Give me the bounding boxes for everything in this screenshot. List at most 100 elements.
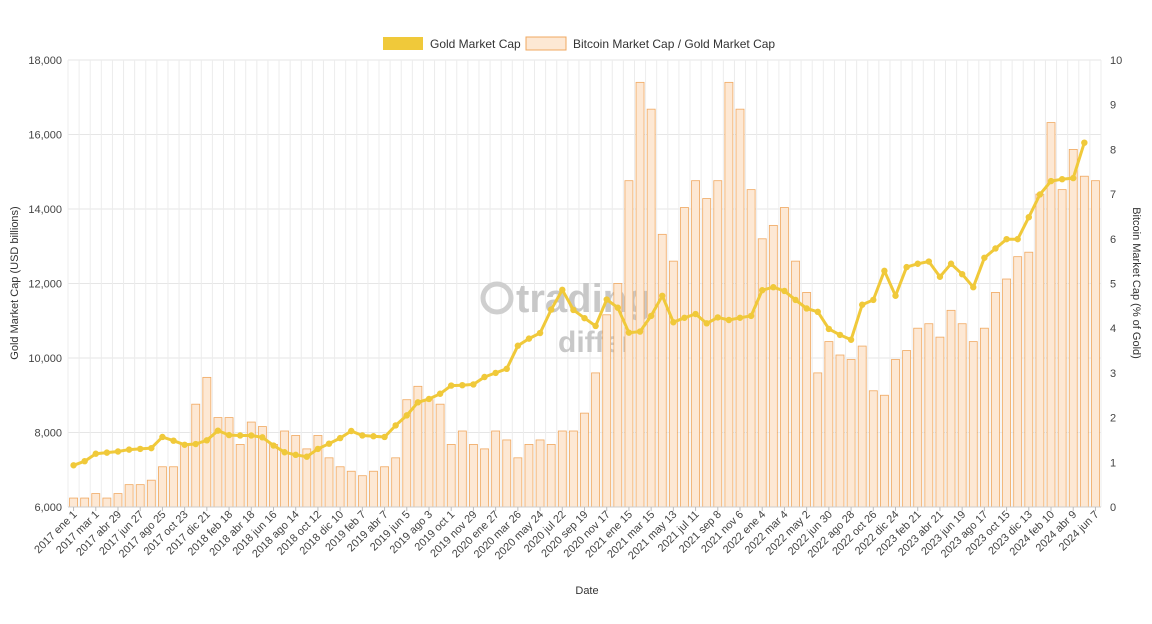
ratio-bar[interactable] — [158, 466, 167, 508]
gold-point[interactable] — [514, 342, 522, 349]
ratio-bar[interactable] — [824, 341, 834, 508]
ratio-bar[interactable] — [357, 475, 367, 508]
ratio-bar[interactable] — [891, 359, 900, 508]
gold-point[interactable] — [625, 329, 633, 336]
ratio-bar[interactable] — [457, 430, 467, 508]
ratio-bar[interactable] — [535, 439, 545, 508]
gold-point[interactable] — [914, 260, 921, 267]
gold-point[interactable] — [759, 287, 766, 294]
gold-point[interactable] — [92, 450, 99, 457]
ratio-bar[interactable] — [780, 207, 789, 508]
gold-point[interactable] — [581, 314, 588, 322]
gold-point[interactable] — [770, 284, 777, 291]
ratio-bar[interactable] — [624, 180, 634, 508]
gold-point[interactable] — [781, 287, 788, 295]
ratio-bar[interactable] — [224, 417, 234, 508]
gold-point[interactable] — [747, 312, 755, 320]
ratio-bar[interactable] — [580, 412, 589, 508]
ratio-bar[interactable] — [335, 466, 345, 508]
ratio-bar[interactable] — [369, 470, 378, 508]
ratio-bar[interactable] — [1035, 193, 1045, 508]
ratio-bar[interactable] — [602, 314, 612, 508]
ratio-bar[interactable] — [924, 323, 934, 508]
gold-point[interactable] — [225, 431, 233, 439]
gold-point[interactable] — [181, 441, 188, 448]
gold-point[interactable] — [170, 437, 177, 444]
ratio-bar[interactable] — [968, 341, 978, 508]
gold-point[interactable] — [847, 336, 855, 343]
gold-point[interactable] — [825, 325, 833, 333]
ratio-bar[interactable] — [691, 180, 700, 508]
ratio-bar[interactable] — [979, 327, 989, 508]
gold-point[interactable] — [814, 308, 821, 316]
gold-point[interactable] — [370, 433, 377, 440]
gold-point[interactable] — [414, 399, 422, 406]
gold-point[interactable] — [525, 335, 533, 342]
gold-point[interactable] — [1047, 177, 1055, 185]
gold-point[interactable] — [1036, 191, 1044, 198]
ratio-bar[interactable] — [380, 466, 389, 508]
gold-point[interactable] — [792, 296, 799, 304]
gold-point[interactable] — [248, 432, 255, 439]
gold-point[interactable] — [503, 365, 510, 373]
ratio-bar[interactable] — [724, 81, 734, 508]
gold-point[interactable] — [1003, 235, 1010, 243]
gold-point[interactable] — [570, 306, 577, 314]
gold-point[interactable] — [336, 434, 344, 442]
ratio-bar[interactable] — [69, 497, 78, 508]
gold-point[interactable] — [1025, 213, 1033, 221]
ratio-bar[interactable] — [557, 430, 567, 508]
ratio-bar[interactable] — [946, 309, 956, 508]
ratio-bar[interactable] — [913, 327, 923, 508]
ratio-bar[interactable] — [868, 390, 878, 508]
ratio-bar[interactable] — [857, 345, 867, 508]
gold-point[interactable] — [636, 328, 644, 335]
ratio-bar[interactable] — [768, 224, 778, 508]
ratio-bar[interactable] — [591, 372, 601, 508]
ratio-bar[interactable] — [1079, 175, 1089, 508]
ratio-bar[interactable] — [102, 497, 112, 508]
gold-point[interactable] — [592, 322, 599, 330]
gold-point[interactable] — [125, 446, 133, 453]
ratio-bar[interactable] — [346, 470, 356, 508]
ratio-bar[interactable] — [813, 372, 823, 508]
gold-point[interactable] — [436, 390, 444, 397]
ratio-bar[interactable] — [935, 336, 945, 508]
gold-point[interactable] — [670, 319, 677, 326]
ratio-bar[interactable] — [391, 457, 401, 508]
ratio-bar[interactable] — [1091, 180, 1100, 508]
gold-point[interactable] — [314, 445, 322, 453]
ratio-bar[interactable] — [546, 444, 556, 508]
ratio-bar[interactable] — [146, 479, 156, 508]
ratio-bar[interactable] — [113, 493, 123, 508]
ratio-bar[interactable] — [1002, 278, 1011, 508]
gold-point[interactable] — [1014, 235, 1021, 243]
gold-point[interactable] — [681, 314, 688, 321]
gold-point[interactable] — [214, 427, 222, 434]
gold-point[interactable] — [459, 381, 466, 389]
gold-point[interactable] — [481, 373, 488, 381]
gold-point[interactable] — [81, 457, 88, 465]
ratio-bar[interactable] — [680, 207, 689, 508]
gold-point[interactable] — [559, 286, 566, 294]
ratio-bar[interactable] — [291, 435, 301, 508]
ratio-bar[interactable] — [657, 233, 667, 508]
gold-point[interactable] — [992, 245, 999, 252]
gold-point[interactable] — [659, 292, 666, 299]
gold-point[interactable] — [947, 260, 955, 267]
gold-point[interactable] — [903, 263, 910, 271]
gold-point[interactable] — [725, 316, 733, 324]
ratio-bar[interactable] — [1024, 251, 1034, 508]
gold-point[interactable] — [103, 449, 111, 456]
gold-point[interactable] — [603, 296, 610, 303]
gold-point[interactable] — [714, 314, 721, 321]
ratio-bar[interactable] — [169, 466, 178, 508]
legend-item-gold[interactable]: Gold Market Cap — [383, 37, 521, 51]
ratio-bar[interactable] — [135, 484, 145, 508]
ratio-bar[interactable] — [491, 430, 501, 508]
ratio-bar[interactable] — [702, 198, 712, 508]
gold-point[interactable] — [303, 453, 311, 460]
ratio-bar[interactable] — [124, 484, 134, 508]
gold-point[interactable] — [936, 273, 944, 280]
gold-point[interactable] — [836, 331, 844, 339]
